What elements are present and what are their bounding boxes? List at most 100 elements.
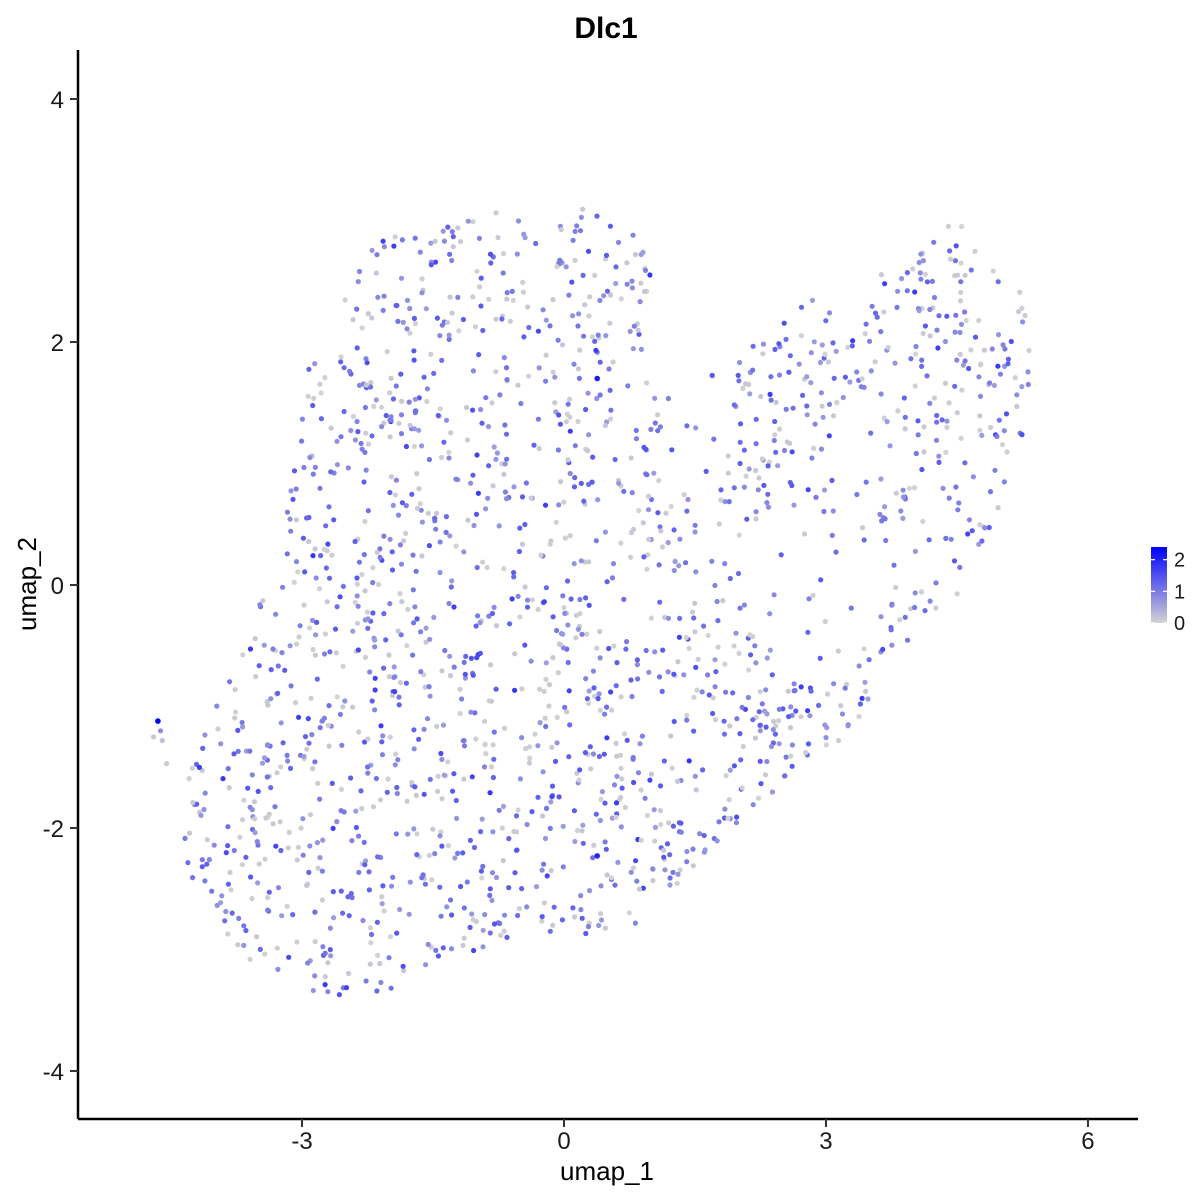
cell-point xyxy=(645,507,652,513)
cell-point xyxy=(403,680,409,686)
cell-point xyxy=(334,462,340,468)
cell-point xyxy=(816,702,822,709)
color-legend: 012 xyxy=(1151,547,1185,635)
cell-point xyxy=(385,776,391,782)
cell-point xyxy=(741,602,748,608)
cell-point xyxy=(895,408,901,414)
cell-point xyxy=(307,843,313,849)
cell-point xyxy=(477,620,483,626)
cell-point xyxy=(487,251,494,257)
cell-point xyxy=(343,985,350,991)
cell-point xyxy=(398,561,405,567)
cell-point xyxy=(834,400,840,406)
cell-point xyxy=(866,657,872,663)
cell-point xyxy=(1022,312,1028,319)
cell-point xyxy=(547,825,553,832)
cell-point xyxy=(359,571,365,578)
cell-point xyxy=(746,466,752,472)
cell-point xyxy=(493,316,499,322)
cell-point xyxy=(536,365,542,371)
cell-point xyxy=(789,763,795,769)
cell-point xyxy=(387,934,393,940)
cell-point xyxy=(285,758,291,764)
cell-point xyxy=(381,908,387,914)
cell-point xyxy=(776,372,783,378)
cell-point xyxy=(731,763,738,769)
cell-point xyxy=(504,296,510,302)
cell-point xyxy=(361,552,367,558)
cell-point xyxy=(363,382,370,388)
cell-point xyxy=(360,917,366,924)
cell-point xyxy=(908,606,914,612)
cell-point xyxy=(338,434,344,440)
cell-point xyxy=(659,544,666,550)
cell-point xyxy=(753,416,759,422)
cell-point xyxy=(312,909,318,915)
cell-point xyxy=(987,380,993,386)
cell-point xyxy=(240,652,246,658)
cell-point xyxy=(370,580,376,586)
cell-point xyxy=(602,925,608,931)
cell-point xyxy=(767,391,773,397)
cell-point xyxy=(383,637,389,643)
cell-point xyxy=(618,794,624,801)
cell-point xyxy=(501,725,508,731)
cell-point xyxy=(363,978,369,984)
cell-point xyxy=(571,484,578,490)
cell-point xyxy=(642,795,648,801)
cell-point xyxy=(798,304,805,310)
cell-point xyxy=(662,867,668,873)
cell-point xyxy=(461,905,467,911)
cell-point xyxy=(462,671,468,677)
cell-point xyxy=(920,330,926,337)
y-tick-label: -4 xyxy=(43,1059,64,1086)
cell-point xyxy=(253,674,259,680)
cell-point xyxy=(570,313,576,319)
cell-point xyxy=(449,310,455,316)
cell-point xyxy=(606,366,612,372)
cell-point xyxy=(423,625,429,631)
cell-point xyxy=(461,776,467,782)
cell-point xyxy=(502,489,508,495)
cell-point xyxy=(913,343,919,350)
cell-point xyxy=(567,722,573,728)
cell-point xyxy=(457,710,463,717)
cell-point xyxy=(379,739,385,745)
cell-point xyxy=(362,654,369,661)
cell-point xyxy=(787,479,793,486)
cell-point xyxy=(586,602,592,608)
cell-point xyxy=(629,278,635,284)
cell-point xyxy=(676,820,683,826)
cell-point xyxy=(519,541,526,547)
cell-point xyxy=(624,639,630,645)
cell-point xyxy=(348,890,354,897)
cell-point xyxy=(379,424,385,430)
cell-point xyxy=(477,284,483,290)
cell-point xyxy=(617,752,624,758)
cell-point xyxy=(407,879,413,885)
cell-point xyxy=(265,895,271,901)
cell-point xyxy=(502,461,508,467)
cell-point xyxy=(684,717,690,723)
cell-point xyxy=(239,817,246,823)
cell-point xyxy=(862,331,868,337)
cell-point xyxy=(692,529,698,535)
cell-point xyxy=(464,404,470,411)
cell-point xyxy=(608,689,614,695)
cell-point xyxy=(514,251,520,257)
cell-point xyxy=(328,953,334,959)
cell-point xyxy=(270,646,276,652)
cell-point xyxy=(1019,305,1025,311)
cell-point xyxy=(604,288,611,294)
cell-point xyxy=(228,887,234,893)
cell-point xyxy=(396,694,402,700)
cell-point xyxy=(996,417,1002,423)
cell-point xyxy=(491,756,497,762)
cell-point xyxy=(826,310,833,316)
cell-point xyxy=(579,631,585,637)
cell-point xyxy=(355,279,361,285)
cell-point xyxy=(305,716,311,722)
cell-point xyxy=(542,502,549,508)
cell-point xyxy=(595,497,601,503)
cell-point xyxy=(241,942,247,949)
